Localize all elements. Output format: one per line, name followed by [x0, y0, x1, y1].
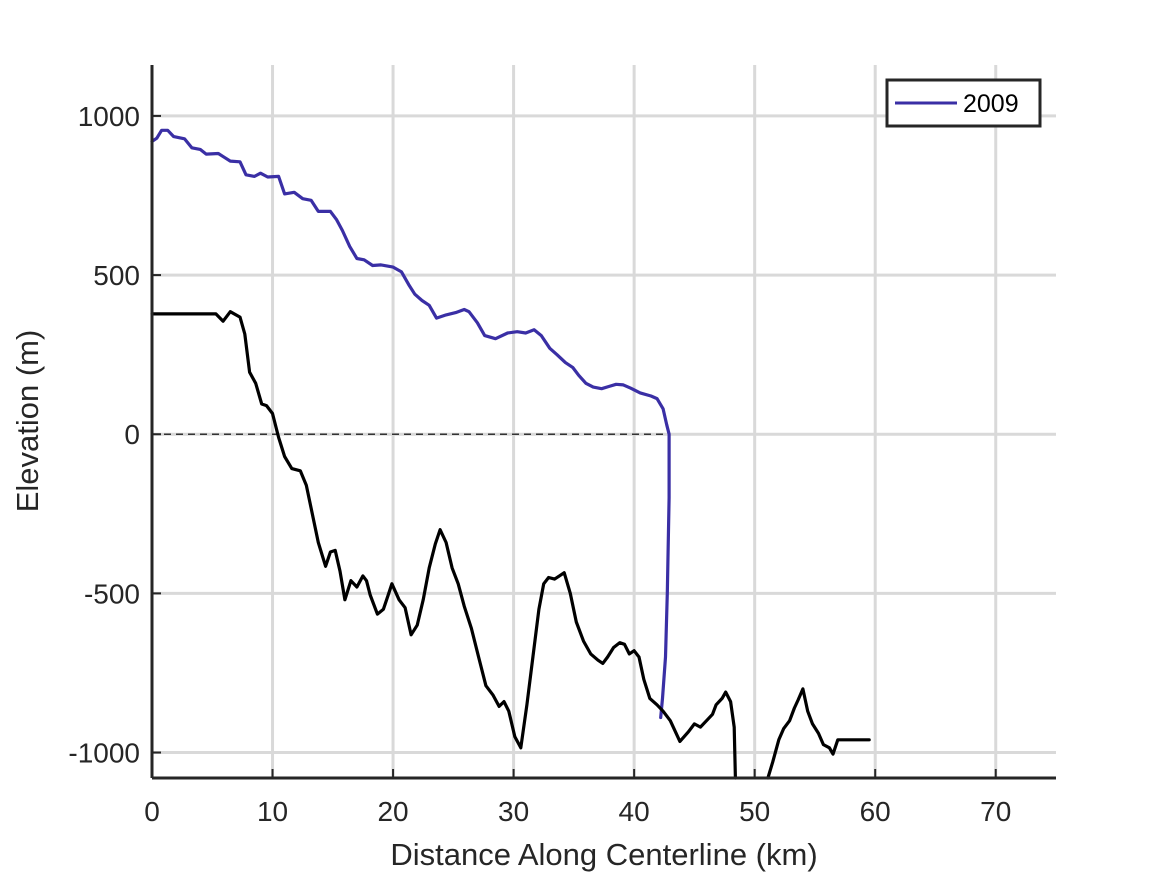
- axes: [150, 65, 1056, 780]
- x-tick-label: 40: [619, 796, 650, 827]
- y-axis-label: Elevation (m): [10, 330, 45, 513]
- x-tick-label: 20: [377, 796, 408, 827]
- y-tick-label: 1000: [78, 101, 140, 132]
- tick-labels: 0 10 20 30 40 50 60 70 -1000 -500 0 500 1000: [68, 101, 1011, 827]
- x-tick-label: 70: [980, 796, 1011, 827]
- y-tick-label: 500: [93, 260, 140, 291]
- plot-background: [152, 65, 1056, 778]
- series-lines: [150, 128, 871, 780]
- y-tick-label: -1000: [68, 738, 140, 769]
- surface-elevation-2009-line: [150, 128, 671, 720]
- bed-elevation-line: [150, 310, 737, 780]
- y-tick-label: -500: [84, 578, 140, 609]
- legend-entry-2009: 2009: [963, 90, 1019, 118]
- x-axis-label: Distance Along Centerline (km): [390, 837, 817, 872]
- bed-elevation-line: [766, 687, 871, 780]
- x-tick-label: 60: [860, 796, 891, 827]
- legend: 2009: [885, 78, 1042, 128]
- grid: [152, 65, 1056, 778]
- x-tick-label: 50: [739, 796, 770, 827]
- x-tick-label: 10: [257, 796, 288, 827]
- x-tick-label: 30: [498, 796, 529, 827]
- y-tick-label: 0: [124, 419, 140, 450]
- x-tick-label: 0: [144, 796, 160, 827]
